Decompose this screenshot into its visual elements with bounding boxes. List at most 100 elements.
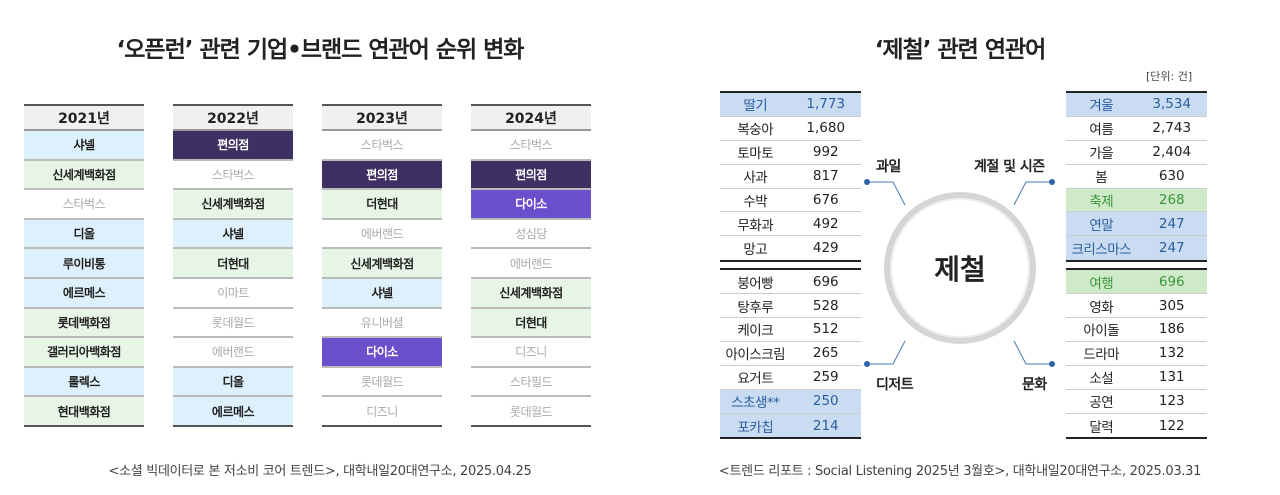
keyword-row: 아이스크림 265	[720, 342, 861, 366]
rank-cell: 신세계백화점	[24, 160, 144, 191]
keyword-row: 크리스마스 247	[1066, 236, 1207, 261]
count: 1,680	[806, 120, 846, 137]
count: 2,404	[1152, 144, 1192, 161]
left-title: ‘오픈런’ 관련 기업•브랜드 연관어 순위 변화	[116, 37, 525, 63]
keyword: 봄	[1095, 170, 1108, 187]
keyword: 여행	[1089, 275, 1114, 292]
year-header: 2024년	[471, 104, 591, 131]
right-title: ‘제철’ 관련 연관어	[874, 37, 1047, 63]
rank-cell: 스타벅스	[471, 131, 591, 161]
count: 265	[812, 345, 839, 362]
count: 492	[812, 215, 839, 232]
keyword-row: 포카칩 214	[720, 413, 861, 438]
count: 247	[1158, 240, 1185, 257]
keyword: 드라마	[1083, 347, 1120, 364]
keyword-row: 영화 305	[1066, 294, 1207, 319]
rank-column: 2024년 스타벅스 편의점 다이소 성심당 에버랜드 신세계백화점 더현대 디즈니 스타필드 롯데…	[471, 104, 591, 427]
count: 214	[812, 417, 839, 434]
rank-cell: 성심당	[471, 219, 591, 250]
rank-cell: 디올	[173, 367, 293, 398]
season-table: 겨울 3,534 여름 2,743 가을 2,404 봄 630 축제 268 연말 247 크리스마스…	[1066, 91, 1207, 263]
rank-cell: 롯데월드	[322, 367, 442, 398]
rank-cell: 에버랜드	[471, 249, 591, 279]
keyword: 축제	[1089, 194, 1114, 210]
keyword: 아이스크림	[725, 347, 786, 364]
keyword: 소설	[1089, 371, 1114, 388]
rank-cell: 스타벅스	[173, 160, 293, 191]
count: 817	[812, 168, 839, 185]
rank-cell: 스타벅스	[322, 131, 442, 161]
left-caption: <소셜 빅데이터로 본 저소비 코어 트렌드>, 대학내일20대연구소, 202…	[108, 464, 532, 479]
keyword-row: 여행 696	[1066, 270, 1207, 295]
keyword: 붕어빵	[737, 275, 774, 292]
count: 3,534	[1152, 96, 1192, 113]
count: 696	[1158, 273, 1185, 290]
year-header: 2021년	[24, 104, 144, 131]
rank-cell: 에르메스	[173, 397, 293, 427]
keyword: 케이크	[737, 323, 774, 340]
rank-cell: 샤넬	[322, 278, 442, 309]
rank-cell: 디올	[24, 219, 144, 250]
keyword: 요거트	[737, 371, 774, 388]
rank-cell: 이마트	[173, 278, 293, 309]
rank-cell: 스타벅스	[24, 190, 144, 220]
rank-cell: 편의점	[471, 160, 591, 191]
rank-column: 2023년 스타벅스 편의점 더현대 에버랜드 신세계백화점 샤넬 유니버셜 다이소 롯데월드 디즈…	[322, 104, 442, 427]
rank-cell: 샤넬	[173, 219, 293, 250]
keyword-row: 봄 630	[1066, 165, 1207, 189]
count: 186	[1158, 321, 1185, 338]
keyword-row: 탕후루 528	[720, 294, 861, 319]
rank-cell: 롯데월드	[173, 308, 293, 339]
keyword-row: 가을 2,404	[1066, 141, 1207, 165]
keyword: 연말	[1089, 217, 1114, 234]
count: 2,743	[1152, 120, 1192, 137]
count: 132	[1158, 345, 1185, 362]
keyword-row: 연말 247	[1066, 212, 1207, 237]
count: 268	[1158, 192, 1185, 208]
rank-cell: 편의점	[322, 160, 442, 191]
rank-cell: 더현대	[471, 308, 591, 339]
rank-cell: 에버랜드	[173, 338, 293, 368]
count: 123	[1158, 393, 1185, 410]
keyword: 토마토	[737, 146, 774, 163]
keyword: 망고	[743, 242, 768, 259]
keyword-row: 여름 2,743	[1066, 117, 1207, 141]
rank-cell: 다이소	[322, 338, 442, 368]
count: 696	[812, 273, 839, 290]
count: 630	[1158, 168, 1185, 185]
keyword: 스초생**	[731, 395, 780, 412]
count: 528	[812, 297, 839, 314]
rank-cell: 롯데월드	[471, 397, 591, 427]
rank-cell: 디즈니	[322, 397, 442, 427]
keyword-row: 토마토 992	[720, 141, 861, 165]
rank-cell: 더현대	[322, 190, 442, 220]
keyword: 여름	[1089, 122, 1114, 139]
center-circle: 제철	[884, 192, 1036, 344]
category-fruit: 과일	[876, 159, 901, 175]
keyword-row: 복숭아 1,680	[720, 117, 861, 141]
rank-cell: 다이소	[471, 190, 591, 220]
year-header: 2023년	[322, 104, 442, 131]
year-header: 2022년	[173, 104, 293, 131]
keyword: 복숭아	[737, 122, 774, 139]
culture-table: 여행 696 영화 305 아이돌 186 드라마 132 소설 131 공연 123 달력 122	[1066, 268, 1207, 440]
keyword: 탕후루	[737, 299, 774, 316]
keyword-row: 겨울 3,534	[1066, 93, 1207, 117]
keyword-row: 딸기 1,773	[720, 93, 861, 117]
keyword: 수박	[743, 194, 768, 210]
right-caption: <트렌드 리포트 : Social Listening 2025년 3월호>, …	[718, 464, 1202, 479]
keyword: 달력	[1089, 419, 1114, 436]
keyword: 아이돌	[1083, 323, 1120, 340]
keyword: 가을	[1089, 146, 1114, 163]
rank-cell: 갤러리아백화점	[24, 338, 144, 368]
keyword-row: 망고 429	[720, 236, 861, 260]
keyword-row: 드라마 132	[1066, 342, 1207, 366]
count: 259	[812, 369, 839, 386]
keyword-row: 케이크 512	[720, 318, 861, 342]
keyword-row: 스초생** 250	[720, 389, 861, 414]
keyword: 포카칩	[737, 419, 774, 436]
keyword: 영화	[1089, 299, 1114, 316]
keyword: 무화과	[737, 217, 774, 234]
rank-cell: 샤넬	[24, 131, 144, 161]
